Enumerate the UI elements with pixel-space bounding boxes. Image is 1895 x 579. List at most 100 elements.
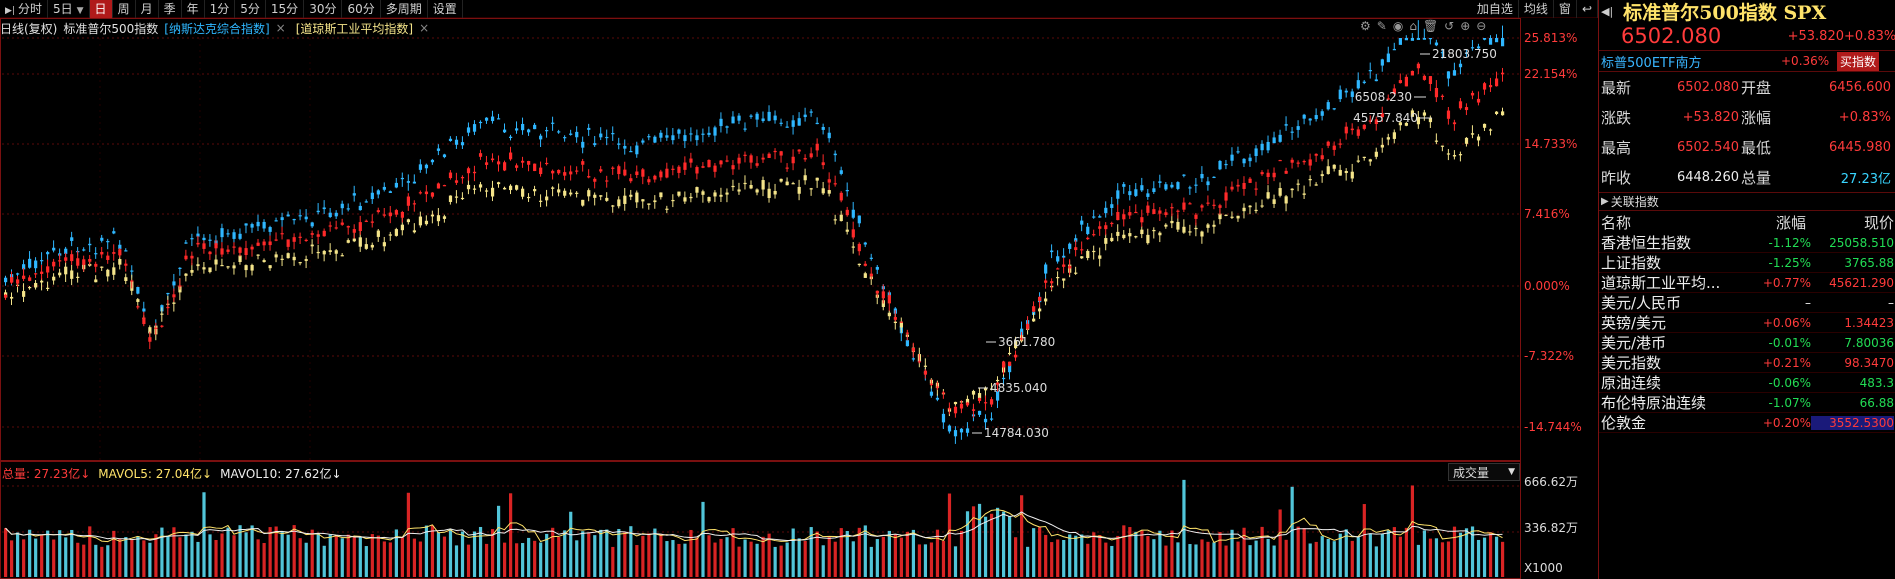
nasdaq-candle	[906, 340, 909, 346]
volume-bar	[527, 538, 530, 577]
nasdaq-candle	[695, 135, 698, 140]
dow-candle	[232, 265, 235, 268]
volume-bar	[1218, 532, 1221, 577]
volume-bar	[677, 544, 680, 577]
volume-bar	[154, 534, 157, 577]
dow-candle	[473, 189, 476, 190]
spx-candle	[244, 248, 247, 255]
related-row[interactable]: 香港恒生指数 -1.12% 25058.510	[1599, 233, 1895, 253]
quote-label: 最新	[1601, 77, 1651, 98]
dow-candle	[593, 195, 596, 198]
nasdaq-candle	[1086, 227, 1089, 234]
spx-candle	[1501, 73, 1504, 75]
nasdaq-candle	[593, 143, 596, 145]
spx-candle	[1351, 129, 1354, 130]
related-row[interactable]: 美元指数 +0.21% 98.3470	[1599, 353, 1895, 373]
volume-bar	[401, 537, 404, 577]
spx-candle	[1176, 211, 1179, 212]
spx-candle	[533, 164, 536, 171]
dow-candle	[1285, 196, 1288, 203]
nasdaq-candle	[407, 181, 410, 183]
related-name: 上证指数	[1601, 252, 1751, 273]
nasdaq-candle	[323, 207, 326, 209]
dow-candle	[762, 180, 765, 189]
nasdaq-candle	[479, 122, 482, 123]
spx-candle	[1128, 212, 1131, 215]
spx-candle	[515, 165, 518, 167]
volume-bar	[1110, 546, 1113, 577]
nasdaq-candle	[960, 429, 963, 433]
nasdaq-candle	[1116, 190, 1119, 198]
spx-candle	[431, 193, 434, 197]
dow-candle	[527, 197, 530, 198]
spx-candle	[972, 409, 975, 411]
nasdaq-candle	[1369, 70, 1372, 71]
price-row: 6502.080 +53.820 +0.83%	[1599, 22, 1895, 50]
dow-candle	[587, 190, 590, 196]
volume-bar	[1273, 546, 1276, 577]
nasdaq-candle	[503, 130, 506, 133]
volume-bar	[683, 544, 686, 577]
dow-candle	[1092, 251, 1095, 252]
spx-candle	[894, 317, 897, 320]
volume-bar	[28, 530, 31, 577]
volume-bar	[798, 538, 801, 577]
etf-name[interactable]: 标普500ETF南方	[1601, 52, 1781, 71]
spx-candle	[166, 307, 169, 308]
related-row[interactable]: 美元/港币 -0.01% 7.80036	[1599, 333, 1895, 353]
spx-candle	[599, 169, 602, 171]
related-row[interactable]: 原油连续 -0.06% 483.3	[1599, 373, 1895, 393]
related-row[interactable]: 上证指数 -1.25% 3765.88	[1599, 253, 1895, 273]
spx-candle	[743, 155, 746, 156]
spx-candle	[1182, 203, 1185, 210]
volume-bar	[70, 530, 73, 577]
spx-candle	[136, 306, 139, 307]
related-row[interactable]: 美元/人民币 – –	[1599, 293, 1895, 313]
candlestick-chart[interactable]: 25.813% 22.154% 14.733% 7.416% 0.000% -7.322%…	[0, 0, 1598, 579]
etf-row[interactable]: 标普500ETF南方 +0.36% 买指数	[1599, 50, 1895, 72]
related-row[interactable]: 英镑/美元 +0.06% 1.34423	[1599, 313, 1895, 333]
spx-candle	[16, 279, 19, 283]
spx-candle	[178, 285, 181, 286]
related-row[interactable]: 伦敦金 +0.20% 3552.5300	[1599, 413, 1895, 433]
nasdaq-candle	[966, 428, 969, 432]
nasdaq-candle	[190, 238, 193, 239]
spx-candle	[858, 244, 861, 251]
quote-value: 6448.260	[1651, 170, 1739, 185]
indicator-selector[interactable]: 成交量 ▼	[1448, 463, 1520, 481]
nasdaq-candle	[1339, 90, 1342, 99]
nasdaq-candle	[359, 206, 362, 210]
buy-index-button[interactable]: 买指数	[1837, 52, 1879, 71]
volume-bar	[425, 526, 428, 577]
nasdaq-candle	[846, 190, 849, 191]
panel-toggle-icon[interactable]: ◀|	[1601, 5, 1613, 18]
spx-candle	[936, 387, 939, 388]
volume-bar	[539, 543, 542, 577]
nasdaq-candle	[936, 398, 939, 400]
nasdaq-candle	[419, 164, 422, 170]
dow-candle	[1303, 193, 1306, 194]
spx-candle	[749, 155, 752, 162]
volume-bar	[930, 542, 933, 577]
related-row[interactable]: 道琼斯工业平均... +0.77% 45621.290	[1599, 273, 1895, 293]
volume-bar	[82, 545, 85, 577]
spx-candle	[485, 162, 488, 165]
spx-candle	[341, 223, 344, 225]
spx-candle	[1477, 99, 1480, 103]
spx-candle	[864, 264, 867, 266]
spx-candle	[58, 260, 61, 261]
dow-candle	[792, 183, 795, 184]
spx-candle	[46, 266, 49, 272]
related-row[interactable]: 布伦特原油连续 -1.07% 66.88	[1599, 393, 1895, 413]
spx-candle	[563, 172, 566, 176]
panel-toggle-icon[interactable]: ▶	[1601, 196, 1609, 207]
related-pct: -1.12%	[1751, 236, 1811, 250]
dow-candle	[659, 192, 662, 197]
dow-candle	[1038, 309, 1041, 312]
dow-candle	[1261, 205, 1264, 206]
volume-bar	[1068, 534, 1071, 577]
nasdaq-candle	[942, 414, 945, 422]
nasdaq-candle	[341, 204, 344, 208]
spx-candle	[768, 154, 771, 158]
spx-candle	[100, 252, 103, 254]
